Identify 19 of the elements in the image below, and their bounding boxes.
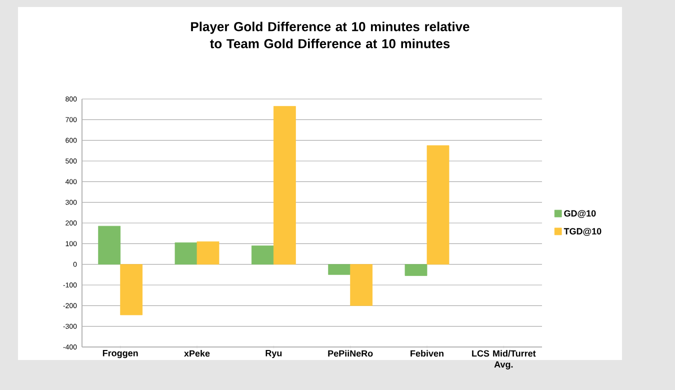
legend-label: TGD@10 (564, 228, 602, 236)
bar (350, 264, 373, 306)
chart-title: Player Gold Difference at 10 minutes relative to Team Gold Difference at 10 minutes (191, 22, 470, 48)
x-tick-label: Froggen (102, 350, 138, 358)
bar (404, 264, 428, 276)
bar (251, 246, 274, 265)
x-tick-label: Ryu (266, 350, 282, 358)
bar (273, 106, 296, 265)
legend-label: GD@10 (564, 210, 596, 218)
x-tick-label: PePiiNeRo (328, 350, 373, 357)
bar (426, 145, 450, 265)
bar (174, 242, 198, 265)
bar (120, 264, 143, 316)
bar (98, 226, 121, 265)
x-tick-label: Febiven (410, 350, 444, 357)
x-tick-label: xPeke (184, 350, 210, 357)
bar (196, 241, 220, 265)
x-tick-label: LCS Mid/Turret Avg. (472, 350, 536, 370)
bar (328, 264, 351, 275)
